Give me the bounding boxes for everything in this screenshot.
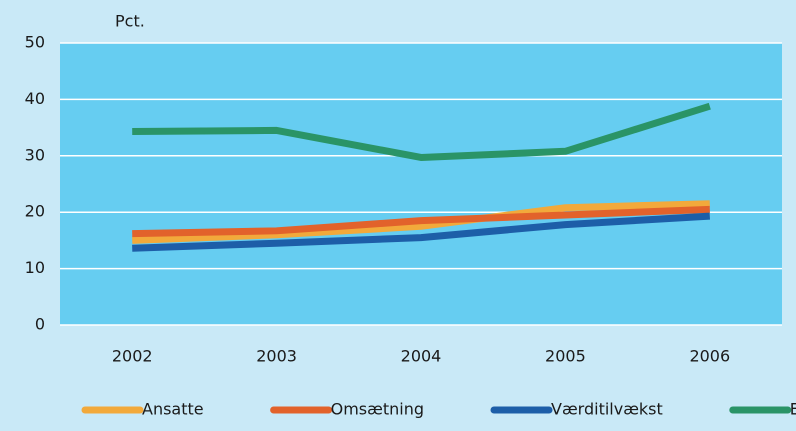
x-tick-label: 2006 [689,347,730,366]
y-axis-label: Pct. [115,12,145,31]
series-line [132,212,711,252]
y-tick-label: 20 [25,202,45,221]
x-tick-label: 2004 [401,347,442,366]
x-tick-label: 2005 [545,347,586,366]
y-tick-label: 40 [25,89,45,108]
x-tick-label: 2002 [112,347,153,366]
y-tick-label: 30 [25,145,45,164]
series-line [132,205,710,238]
legend-label: Eksport [790,400,796,419]
legend-label: Værditilvækst [551,400,663,419]
y-tick-label: 10 [25,258,45,277]
series-line [132,200,710,244]
series-line [132,102,711,161]
legend-label: Omsætning [331,400,424,419]
x-tick-label: 2003 [256,347,297,366]
legend-label: Ansatte [142,400,204,419]
plot-area [60,43,782,325]
y-tick-label: 50 [25,33,45,52]
y-tick-label: 0 [35,315,45,334]
